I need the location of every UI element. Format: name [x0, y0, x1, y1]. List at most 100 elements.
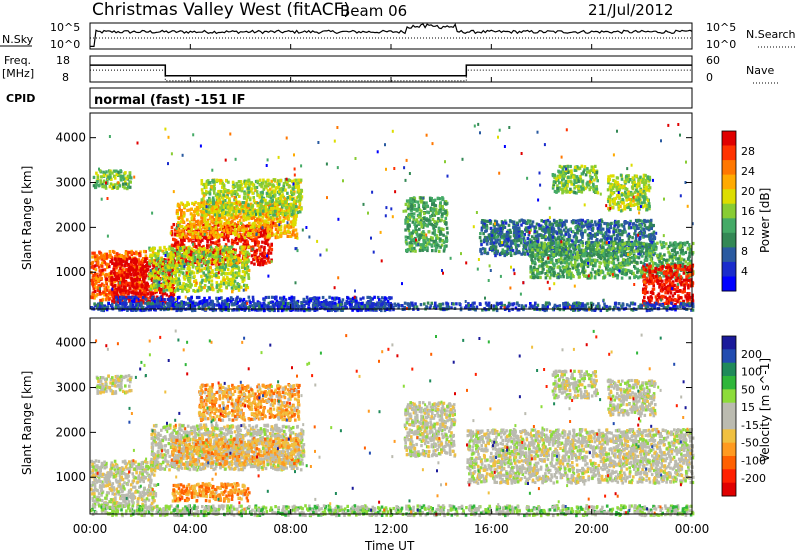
- heatmap-cell: [216, 196, 219, 199]
- heatmap-cell: [138, 278, 141, 281]
- heatmap-cell: [245, 209, 248, 212]
- heatmap-cell: [270, 243, 273, 246]
- heatmap-cell: [416, 233, 419, 236]
- heatmap-cell: [126, 258, 129, 261]
- heatmap-cell: [431, 223, 434, 226]
- heatmap-cell: [239, 184, 242, 187]
- heatmap-cell: [129, 171, 132, 174]
- heatmap-cell: [222, 252, 225, 255]
- heatmap-cell: [359, 298, 362, 301]
- heatmap-cell: [157, 271, 160, 274]
- heatmap-cell: [265, 296, 268, 299]
- heatmap-cell: [242, 210, 245, 213]
- heatmap-cell: [199, 259, 202, 262]
- heatmap-cell: [242, 270, 245, 273]
- heatmap-cell: [280, 234, 283, 237]
- heatmap-cell: [224, 299, 227, 302]
- heatmap-cell: [234, 190, 237, 193]
- heatmap-cell: [167, 286, 170, 289]
- heatmap-cell: [95, 282, 98, 285]
- heatmap-cell: [205, 186, 208, 189]
- heatmap-cell: [267, 179, 270, 182]
- heatmap-cell: [223, 184, 226, 187]
- heatmap-cell: [238, 272, 241, 275]
- heatmap-cell: [125, 252, 128, 255]
- heatmap-cell: [293, 207, 296, 210]
- heatmap-cell: [203, 251, 206, 254]
- heatmap-cell: [176, 264, 179, 267]
- nsky-series-line: [90, 24, 692, 46]
- heatmap-cell: [209, 231, 212, 234]
- heatmap-cell: [289, 179, 292, 182]
- heatmap-cell: [274, 296, 277, 299]
- heatmap-cell: [216, 232, 219, 235]
- heatmap-cell: [201, 179, 204, 182]
- heatmap-cell: [228, 272, 231, 275]
- heatmap-cell: [108, 171, 111, 174]
- heatmap-cell: [181, 285, 184, 288]
- heatmap-cell: [286, 183, 289, 186]
- heatmap-cell: [426, 246, 429, 249]
- heatmap-cell: [432, 232, 435, 235]
- heatmap-cell: [190, 257, 193, 260]
- heatmap-cell: [264, 202, 267, 205]
- heatmap-cell: [128, 266, 131, 269]
- heatmap-cell: [191, 247, 194, 250]
- heatmap-cell: [256, 180, 259, 183]
- heatmap-cell: [234, 228, 237, 231]
- heatmap-cell: [270, 180, 273, 183]
- heatmap-cell: [290, 203, 293, 206]
- heatmap-cell: [227, 231, 230, 234]
- heatmap-cell: [229, 278, 232, 281]
- nsky-tick-bottom: 10^0: [50, 38, 80, 51]
- heatmap-cell: [229, 263, 232, 266]
- heatmap-cell: [431, 203, 434, 206]
- heatmap-cell: [258, 247, 261, 250]
- heatmap-cell: [182, 220, 185, 223]
- heatmap-cell: [209, 276, 212, 279]
- heatmap-cell: [439, 205, 442, 208]
- heatmap-cell: [442, 234, 445, 237]
- heatmap-cell: [229, 209, 232, 212]
- heatmap-cell: [146, 292, 149, 295]
- heatmap-cell: [236, 193, 239, 196]
- heatmap-cell: [192, 264, 195, 267]
- heatmap-cell: [275, 228, 278, 231]
- heatmap-cell: [254, 256, 257, 259]
- heatmap-cell: [191, 217, 194, 220]
- heatmap-cell: [251, 192, 254, 195]
- heatmap-cell: [153, 247, 156, 250]
- heatmap-cell: [210, 185, 213, 188]
- heatmap-cell: [422, 245, 425, 248]
- heatmap-cell: [248, 296, 251, 299]
- heatmap-cell: [239, 299, 242, 302]
- heatmap-cell: [91, 255, 94, 258]
- heatmap-cell: [446, 227, 449, 230]
- heatmap-cell: [188, 289, 191, 292]
- heatmap-cell: [179, 229, 182, 232]
- heatmap-cell: [114, 264, 117, 267]
- nave-tick-bottom: 0: [706, 71, 713, 84]
- heatmap-cell: [411, 247, 414, 250]
- heatmap-cell: [445, 221, 448, 224]
- heatmap-cell: [113, 278, 116, 281]
- heatmap-cell: [173, 293, 176, 296]
- heatmap-cell: [192, 302, 195, 305]
- heatmap-cell: [245, 182, 248, 185]
- heatmap-cell: [94, 272, 97, 275]
- heatmap-cell: [196, 212, 199, 215]
- heatmap-cell: [214, 206, 217, 209]
- heatmap-cell: [191, 261, 194, 264]
- heatmap-cell: [275, 200, 278, 203]
- heatmap-cell: [246, 267, 249, 270]
- heatmap-cell: [370, 297, 373, 300]
- heatmap-cell: [149, 288, 152, 291]
- heatmap-cell: [443, 249, 446, 252]
- heatmap-cell: [281, 213, 284, 216]
- heatmap-cell: [122, 279, 125, 282]
- heatmap-cell: [227, 214, 230, 217]
- heatmap-cell: [207, 236, 210, 239]
- heatmap-cell: [273, 213, 276, 216]
- freq-unit-label: [MHz]: [2, 67, 34, 80]
